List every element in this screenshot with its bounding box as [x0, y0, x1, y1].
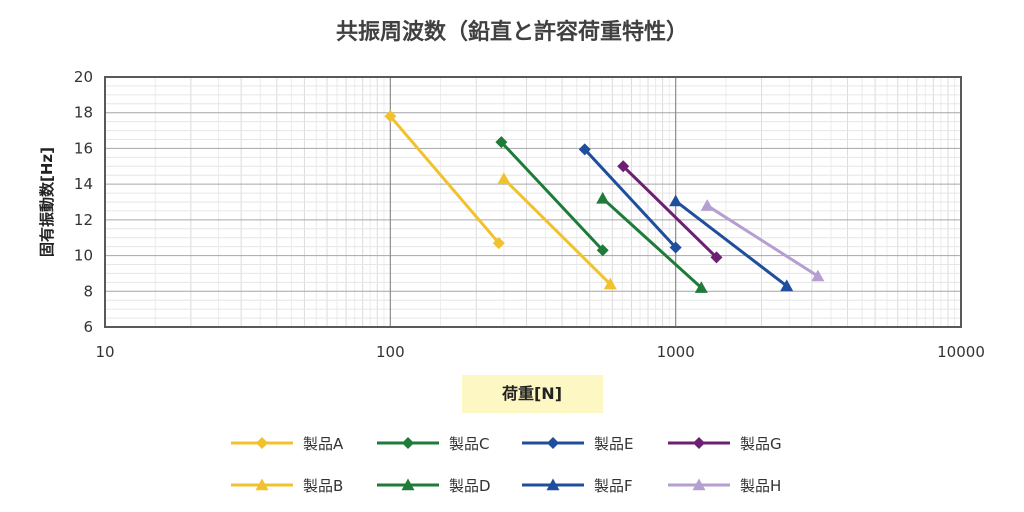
series-5 — [578, 143, 682, 254]
series-8 — [700, 199, 825, 282]
data-point — [603, 277, 617, 290]
legend-marker — [401, 478, 415, 491]
series-7 — [617, 160, 723, 264]
legend-label: 製品H — [740, 477, 781, 495]
legend-label: 製品G — [740, 435, 782, 453]
legend-label: 製品F — [594, 477, 633, 495]
legend-marker — [547, 437, 559, 449]
x-tick-label: 10000 — [937, 343, 985, 361]
series-line — [674, 199, 788, 288]
legend-item: 製品E — [522, 435, 633, 453]
data-point — [694, 281, 708, 293]
legend-item: 製品B — [231, 477, 343, 495]
data-point — [578, 143, 591, 156]
series-line — [706, 204, 819, 278]
legend-label: 製品A — [303, 435, 344, 453]
x-axis-label: 荷重[N] — [502, 384, 562, 403]
data-point — [669, 194, 683, 207]
series-line — [622, 165, 718, 259]
y-axis-label: 固有振動数[Hz] — [38, 147, 56, 257]
series-3 — [495, 136, 609, 257]
legend-marker — [402, 437, 414, 449]
x-axis-label-box — [462, 375, 603, 413]
data-point — [495, 136, 508, 149]
data-point — [669, 241, 682, 254]
legend-item: 製品C — [377, 435, 489, 453]
x-tick-label: 10 — [95, 343, 114, 361]
data-point — [596, 191, 610, 204]
y-tick-label: 8 — [83, 282, 93, 300]
legend-item: 製品D — [377, 477, 491, 495]
data-point — [710, 251, 723, 264]
series-line — [502, 177, 612, 286]
legend-label: 製品B — [303, 477, 343, 495]
legend-label: 製品C — [449, 435, 489, 453]
legend-item: 製品H — [668, 477, 781, 495]
data-point — [700, 199, 714, 211]
series-1 — [384, 110, 505, 250]
legend-marker — [546, 478, 560, 491]
data-point — [596, 244, 609, 257]
legend-item: 製品A — [231, 435, 344, 453]
plot-area-border — [104, 76, 962, 328]
legend-marker — [256, 437, 268, 449]
data-point — [617, 160, 630, 173]
legend-marker — [692, 478, 706, 491]
y-tick-label: 14 — [74, 175, 93, 193]
data-point — [780, 279, 794, 292]
series-line — [389, 115, 500, 245]
data-point — [384, 110, 397, 123]
series-6 — [669, 194, 794, 292]
y-tick-label: 20 — [74, 68, 93, 86]
y-axis-ticks: 6 8 10 12 14 16 18 20 — [74, 68, 93, 336]
data-point — [497, 172, 511, 184]
data-point — [492, 237, 505, 250]
legend: 製品A 製品B 製品C 製品D 製品E 製品F 製品G 製品H — [231, 435, 782, 495]
y-tick-label: 12 — [74, 211, 93, 229]
series-line — [601, 197, 703, 289]
legend-label: 製品D — [449, 477, 491, 495]
legend-item: 製品F — [522, 477, 633, 495]
y-tick-label: 18 — [74, 104, 93, 122]
series-4 — [596, 191, 708, 293]
legend-marker — [693, 437, 705, 449]
y-tick-label: 10 — [74, 247, 93, 265]
series-2 — [497, 172, 617, 290]
legend-label: 製品E — [594, 435, 633, 453]
y-tick-label: 16 — [74, 139, 93, 157]
x-axis-ticks: 10 100 1000 10000 — [95, 343, 984, 361]
x-tick-label: 1000 — [657, 343, 695, 361]
y-tick-label: 6 — [83, 318, 93, 336]
grid — [104, 76, 962, 328]
data-point — [811, 269, 825, 282]
chart-title: 共振周波数（鉛直と許容荷重特性） — [336, 19, 688, 45]
legend-marker — [255, 478, 269, 491]
series — [384, 110, 825, 293]
series-line — [583, 148, 677, 249]
x-tick-label: 100 — [376, 343, 405, 361]
series-line — [500, 141, 604, 252]
legend-item: 製品G — [668, 435, 782, 453]
